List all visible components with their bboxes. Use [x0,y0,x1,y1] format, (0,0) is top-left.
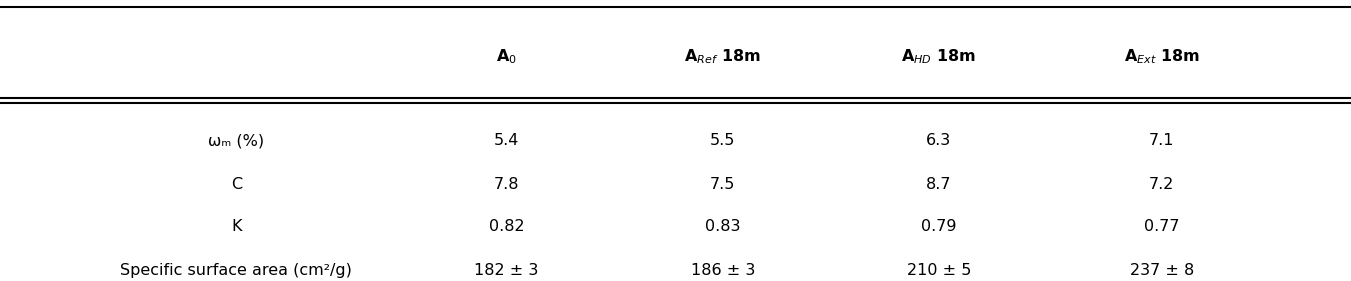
Text: 7.8: 7.8 [494,176,519,192]
Text: A$_{Ref}$ 18m: A$_{Ref}$ 18m [685,47,761,65]
Text: 7.2: 7.2 [1150,176,1174,192]
Text: 182 ± 3: 182 ± 3 [474,263,539,278]
Text: 5.4: 5.4 [494,133,519,148]
Text: C: C [231,176,242,192]
Text: 210 ± 5: 210 ± 5 [907,263,971,278]
Text: 6.3: 6.3 [927,133,951,148]
Text: 0.77: 0.77 [1144,219,1179,234]
Text: 8.7: 8.7 [927,176,951,192]
Text: 186 ± 3: 186 ± 3 [690,263,755,278]
Text: 7.1: 7.1 [1150,133,1174,148]
Text: Specific surface area (cm²/g): Specific surface area (cm²/g) [120,263,353,278]
Text: 0.83: 0.83 [705,219,740,234]
Text: A$_{Ext}$ 18m: A$_{Ext}$ 18m [1124,47,1200,65]
Text: A$_{HD}$ 18m: A$_{HD}$ 18m [901,47,977,65]
Text: 237 ± 8: 237 ± 8 [1129,263,1194,278]
Text: A$_0$: A$_0$ [496,47,517,65]
Text: 7.5: 7.5 [711,176,735,192]
Text: 5.5: 5.5 [711,133,735,148]
Text: 0.79: 0.79 [921,219,957,234]
Text: ωₘ (%): ωₘ (%) [208,133,265,148]
Text: K: K [231,219,242,234]
Text: 0.82: 0.82 [489,219,524,234]
